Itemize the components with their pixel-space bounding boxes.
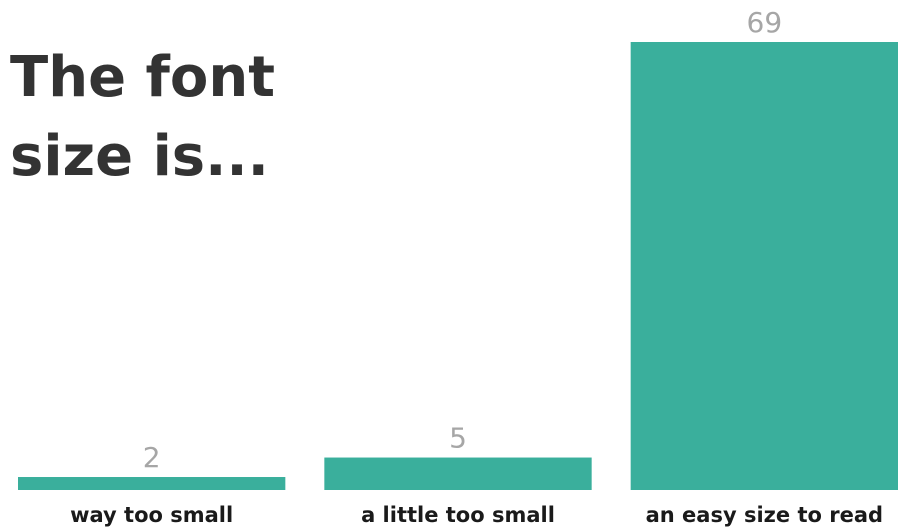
bar-1	[324, 457, 592, 490]
chart-title-line-1: The font	[10, 45, 275, 110]
value-label-0: 2	[143, 441, 161, 474]
bar-0	[18, 477, 286, 490]
category-label-2: an easy size to read	[646, 503, 883, 527]
value-label-1: 5	[449, 422, 467, 455]
category-labels-group: way too small a little too small an easy s…	[70, 503, 883, 527]
chart-title: The font size is...	[10, 45, 275, 189]
category-label-1: a little too small	[361, 503, 555, 527]
value-label-2: 69	[747, 6, 783, 39]
value-labels-group: 2 5 69	[143, 6, 782, 474]
category-label-0: way too small	[70, 503, 233, 527]
chart-title-line-2: size is...	[10, 124, 269, 189]
bars-group	[18, 42, 898, 490]
bar-2	[630, 42, 898, 490]
